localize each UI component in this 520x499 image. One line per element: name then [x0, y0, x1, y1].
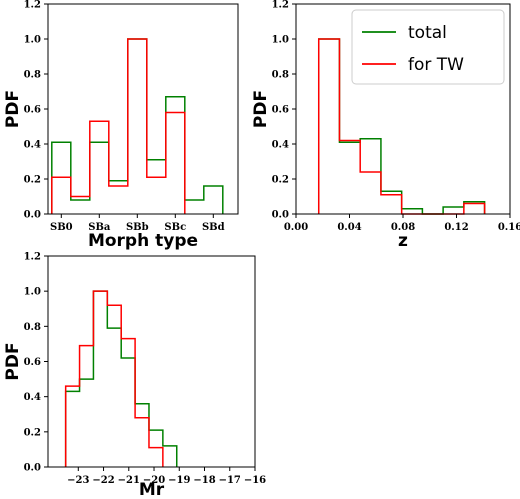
y-tick-label: 0.8: [24, 70, 41, 81]
y-tick-label: 1.2: [272, 0, 289, 11]
y-tick-label: 0.2: [272, 175, 289, 186]
x-tick-label: 0.04: [337, 222, 361, 233]
panel-absolute-magnitude: 0.00.20.40.60.81.01.2−23 −22 −21 −20 −19 −18−…: [3, 252, 266, 499]
x-tick-label: −22: [92, 475, 114, 486]
y-tick-label: 0.4: [24, 140, 41, 151]
y-tick-label: 0.6: [272, 105, 289, 116]
y-tick-label: 0.0: [272, 210, 289, 221]
x-tick-label: SBd: [202, 222, 225, 233]
x-tick-label: −16: [244, 475, 266, 486]
y-tick-label: 1.0: [24, 287, 41, 298]
y-tick-label: 1.0: [272, 35, 289, 46]
y-tick-label: 0.2: [24, 175, 41, 186]
axes-frame: [47, 3, 239, 215]
y-axis-label: PDF: [3, 342, 23, 380]
legend: total for TW: [351, 9, 505, 85]
y-tick-label: 1.0: [24, 35, 41, 46]
legend-label: for TW: [408, 55, 464, 75]
x-axis-label: z: [398, 231, 408, 251]
x-tick-label: −18: [193, 475, 215, 486]
y-tick-label: 0.8: [24, 322, 41, 333]
y-tick-label: 0.2: [24, 427, 41, 438]
series-for-tw-line: [51, 38, 186, 214]
series-total-line: [51, 38, 224, 214]
x-tick-label: 0.08: [391, 222, 415, 233]
y-tick-label: 0.0: [24, 463, 41, 474]
x-tick-label: −23: [67, 475, 89, 486]
y-axis-label: PDF: [251, 90, 271, 128]
y-tick-label: 0.8: [272, 70, 289, 81]
x-tick-label: −19: [168, 475, 190, 486]
panel-redshift: 0.0 0.2 0.4 0.6 0.8 1.0 1.2 0.00 0.04 0.08 0.12 0.1…: [251, 0, 520, 251]
series-for-tw-line: [317, 38, 486, 215]
y-axis-label: PDF: [3, 90, 23, 128]
y-tick-label: 0.6: [24, 105, 41, 116]
y-tick-label: 1.2: [24, 252, 41, 263]
panel-morph-type: 0.0 0.2 0.4 0.6 0.8 1.0 1.2 SB0 SBa SBb SBc SBd Morp…: [3, 0, 239, 251]
legend-box: [351, 9, 505, 85]
x-tick-label: SBa: [88, 222, 111, 233]
legend-label: total: [408, 23, 447, 43]
y-tick-label: 0.4: [272, 140, 289, 151]
x-tick-label: 0.00: [284, 222, 308, 233]
y-tick-label: 0.4: [24, 392, 41, 403]
x-tick-label: SBb: [126, 222, 149, 233]
x-tick-label: SBc: [164, 222, 186, 233]
x-axis-label: Mr: [139, 480, 165, 499]
y-tick-label: 0.0: [24, 210, 41, 221]
series-for-tw-line: [64, 290, 164, 467]
x-tick-label: 0.16: [498, 222, 520, 233]
y-tick-label: 0.6: [24, 357, 41, 368]
x-tick-label: −20: [143, 475, 165, 486]
x-axis-label: Morph type: [88, 231, 198, 251]
y-tick-label: 1.2: [24, 0, 41, 11]
x-tick-label: −17: [219, 475, 241, 486]
x-tick-label: 0.12: [444, 222, 468, 233]
x-tick-label: −21: [118, 475, 140, 486]
x-tick-label: SB0: [50, 222, 73, 233]
